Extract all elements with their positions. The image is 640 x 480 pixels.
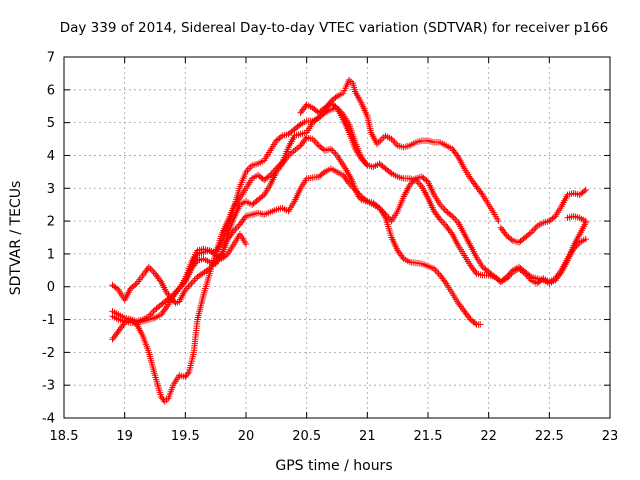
y-tick-label: 3 (47, 182, 55, 197)
y-tick-label: 5 (47, 116, 55, 131)
x-tick-label: 21.5 (414, 429, 443, 444)
x-tick-label: 19 (116, 429, 133, 444)
x-tick-label: 22.5 (535, 429, 564, 444)
x-tick-label: 20.5 (292, 429, 321, 444)
y-tick-label: 7 (47, 51, 55, 66)
y-axis-label: SDTVAR / TECUs (8, 181, 24, 296)
x-tick-label: 20 (238, 429, 255, 444)
x-tick-label: 21 (359, 429, 376, 444)
y-tick-label: 0 (47, 280, 55, 295)
x-tick-label: 18.5 (50, 429, 79, 444)
y-tick-label: -2 (42, 346, 55, 361)
y-tick-label: -3 (42, 379, 55, 394)
y-tick-label: 4 (47, 149, 55, 164)
x-axis-label: GPS time / hours (275, 458, 392, 474)
y-tick-label: -1 (42, 313, 55, 328)
sdtvar-chart: Day 339 of 2014, Sidereal Day-to-day VTE… (0, 0, 640, 480)
y-tick-label: 2 (47, 215, 55, 230)
x-tick-label: 19.5 (171, 429, 200, 444)
x-tick-label: 22 (480, 429, 497, 444)
x-tick-label: 23 (602, 429, 619, 444)
y-tick-label: 6 (47, 83, 55, 98)
y-tick-label: 1 (47, 247, 55, 262)
chart-title: Day 339 of 2014, Sidereal Day-to-day VTE… (60, 20, 609, 36)
y-tick-label: -4 (42, 412, 55, 427)
chart-background (0, 0, 640, 480)
